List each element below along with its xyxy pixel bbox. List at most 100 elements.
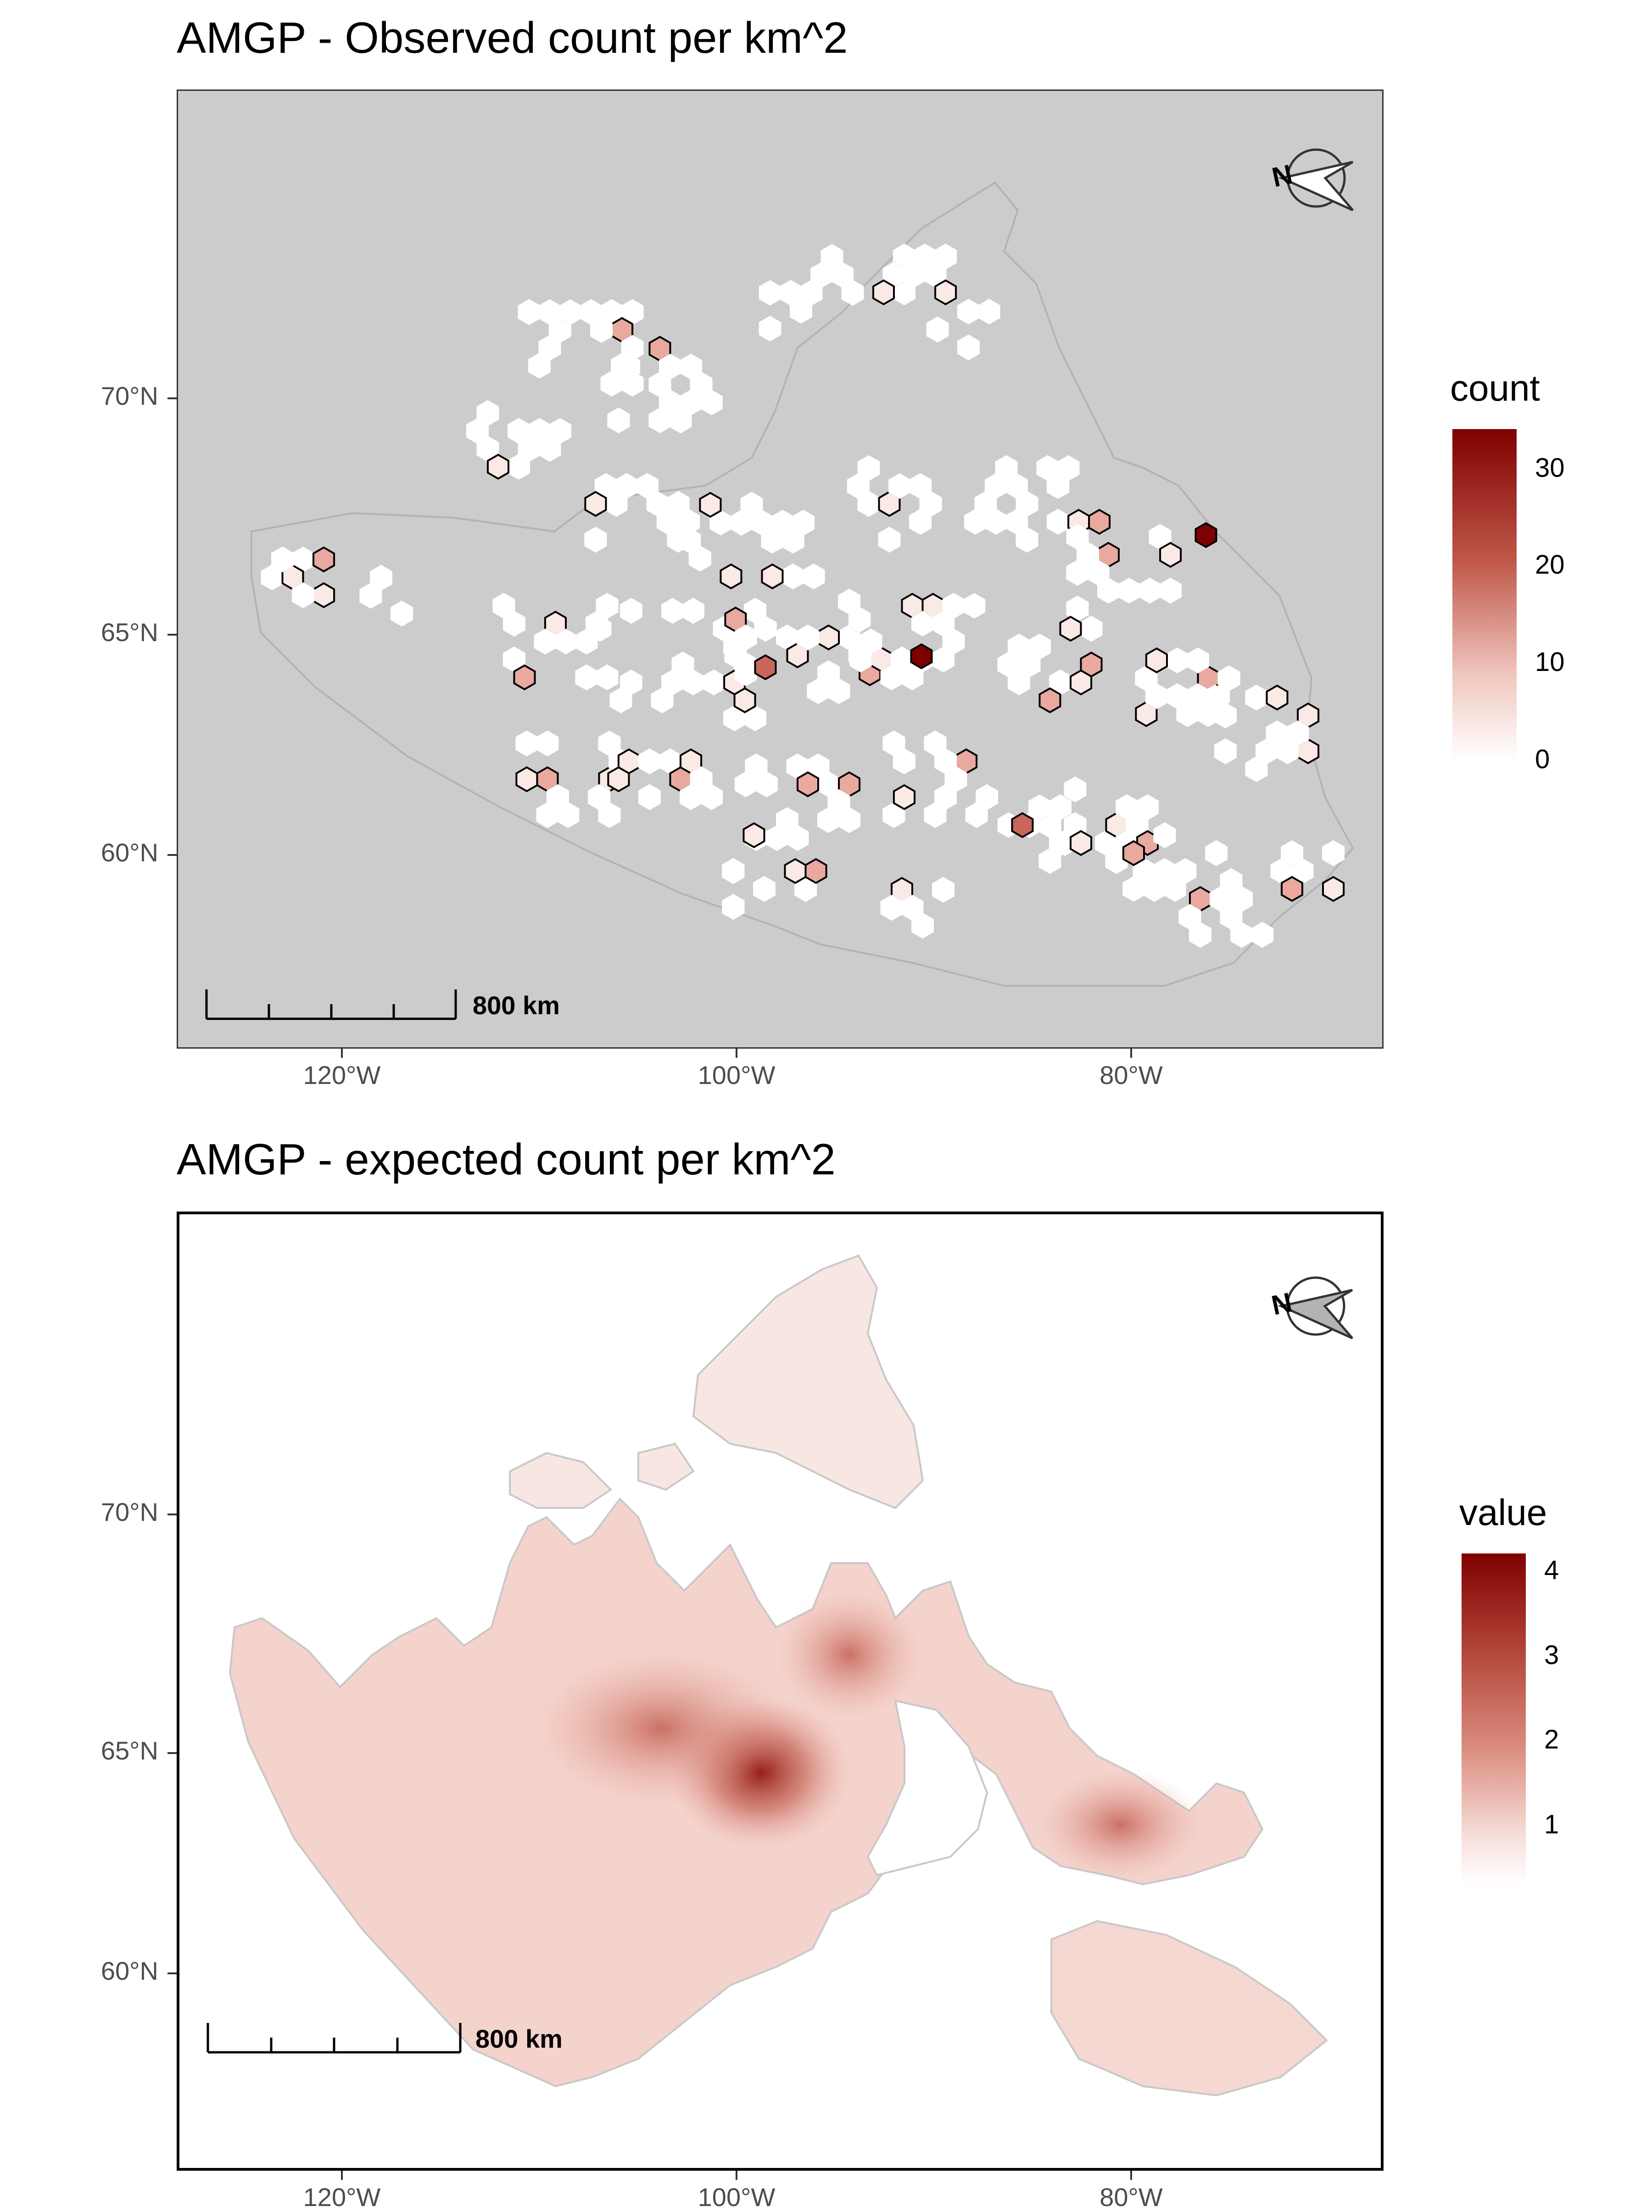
legend-label: 3 (1544, 1640, 1559, 1670)
hex-cell (1205, 840, 1228, 866)
hex-cell (536, 730, 559, 757)
hex-cell (942, 592, 965, 619)
hex-cell (575, 664, 598, 691)
top-y-label-65: 65°N (100, 618, 158, 647)
hex-cell (781, 563, 804, 590)
hex-cell (759, 279, 781, 306)
hex-cell (1038, 687, 1061, 714)
hex-cell (515, 730, 538, 757)
bottom-hotspot-north (776, 1591, 923, 1719)
bottom-x-tick (1130, 2171, 1132, 2180)
legend-label: 1 (1544, 1809, 1559, 1839)
hex-cell (651, 687, 674, 714)
legend-label: 10 (1535, 647, 1565, 677)
hex-cell (1245, 684, 1268, 711)
hex-cell (518, 436, 541, 462)
hex-cell (1047, 473, 1070, 499)
legend-tick (1517, 759, 1525, 760)
hex-cell (1266, 684, 1289, 711)
hex-cell (753, 876, 776, 902)
hex-cell (893, 748, 915, 775)
north-arrow-icon: N (1269, 1276, 1353, 1340)
hex-cell (957, 334, 980, 361)
hex-cell (804, 858, 827, 884)
hex-cell (703, 669, 726, 696)
bottom-legend-title: value (1459, 1492, 1547, 1533)
hex-cell (1322, 876, 1345, 902)
hex-cell (1145, 683, 1168, 709)
hex-cell (1214, 738, 1237, 765)
legend-tick (1526, 1739, 1534, 1741)
top-legend-title: count (1450, 368, 1540, 408)
hex-cell (1251, 922, 1274, 948)
legend-tick (1517, 564, 1525, 566)
hex-cell (761, 563, 784, 590)
legend-label: 0 (1535, 744, 1550, 774)
hex-cell (744, 598, 767, 624)
hex-cell (589, 615, 612, 642)
hex-cell (1153, 822, 1176, 849)
hex-cell (1174, 858, 1197, 884)
hex-cell (934, 279, 957, 306)
top-y-label-60: 60°N (100, 838, 158, 867)
hex-cell (942, 628, 965, 655)
hex-cell (730, 509, 753, 536)
top-title: AMGP - Observed count per km^2 (177, 13, 848, 62)
hex-cell (997, 651, 1020, 678)
hex-cell (901, 894, 924, 921)
legend-tick (1517, 661, 1525, 664)
hex-cell (1217, 665, 1240, 692)
hex-cell (1028, 794, 1051, 821)
hex-cell (502, 610, 525, 637)
hex-cell (688, 545, 711, 572)
hex-cell (554, 628, 577, 655)
hex-cell (690, 371, 713, 398)
hex-cell (596, 664, 619, 691)
hex-cell (924, 730, 947, 757)
hex-cell (878, 526, 901, 553)
hex-cell (792, 509, 815, 536)
hex-cell (888, 473, 911, 499)
hex-cell (607, 766, 630, 793)
hex-cell (909, 508, 932, 535)
hex-cell (976, 784, 999, 810)
bottom-x-label-80: 80°W (1099, 2183, 1163, 2212)
hex-cell (1049, 794, 1072, 821)
hex-cell (1059, 615, 1082, 642)
hex-cell (849, 646, 872, 673)
top-y-tick (167, 634, 177, 636)
hex-cell (609, 687, 632, 714)
hex-cell (528, 352, 551, 379)
top-x-tick (736, 1049, 737, 1058)
hex-cell (638, 748, 661, 775)
hex-cell (1281, 840, 1303, 866)
bottom-x-tick (341, 2171, 343, 2180)
hex-cell (588, 784, 611, 810)
hex-cell (1214, 702, 1237, 729)
hex-cell (584, 526, 607, 553)
hex-cell (932, 877, 955, 903)
bottom-hotspot-east (1038, 1770, 1203, 1880)
legend-label: 2 (1544, 1725, 1559, 1755)
hex-cell (847, 473, 870, 499)
bottom-x-label-120: 120°W (303, 2183, 381, 2212)
top-y-tick (167, 854, 177, 856)
hex-cell (963, 592, 986, 619)
hex-cell (1187, 647, 1209, 674)
hex-cell (538, 299, 561, 325)
bottom-y-tick (167, 1752, 177, 1754)
top-scale-label: 800 km (473, 991, 560, 1020)
hex-cell (934, 243, 957, 270)
hex-cell (1139, 577, 1161, 604)
scale-bar-icon (205, 989, 457, 1020)
hex-cell (667, 491, 690, 517)
hex-cell (722, 894, 745, 920)
north-arrow-icon: N (1269, 148, 1354, 212)
top-map-svg: N (205, 148, 1354, 1020)
hex-cell (831, 262, 854, 288)
hex-cell (699, 492, 722, 518)
hex-cell (786, 825, 809, 851)
bottom-y-label-70: 70°N (100, 1497, 158, 1526)
hex-cell (1266, 720, 1289, 747)
hex-cell (515, 766, 538, 793)
